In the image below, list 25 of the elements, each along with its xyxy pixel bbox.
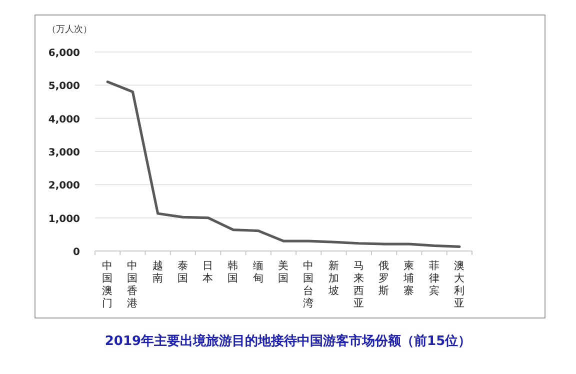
y-tick-label: 4,000: [48, 114, 80, 126]
x-tick-label: 日本: [202, 260, 214, 284]
y-tick-label: 5,000: [48, 81, 80, 92]
y-axis-title: （万人次）: [47, 24, 92, 35]
x-tick-label: 缅甸: [252, 260, 264, 284]
x-tick-label: 新加坡: [327, 259, 340, 297]
x-tick-label: 柬埔寨: [402, 259, 415, 297]
x-tick-label: 中国澳门: [102, 259, 114, 310]
x-tick-label: 澳大利亚: [454, 260, 465, 310]
x-tick-label: 韩国: [228, 259, 239, 284]
y-tick-label: 6,000: [48, 48, 80, 59]
text: 2019年主要出境旅游目的地接待中国游客市场份额（前15位）: [104, 333, 472, 349]
x-tick-label: 越南: [152, 259, 164, 284]
y-tick-label: 3,000: [48, 148, 80, 158]
line-series: [106, 80, 461, 248]
x-tick-label: 菲律宾: [428, 259, 440, 297]
y-tick-label: 2,000: [48, 180, 80, 192]
x-tick-label: 俄罗斯: [378, 260, 390, 297]
y-tick-label: 0: [73, 247, 80, 258]
x-tick-label: 中国香港: [127, 259, 138, 310]
x-tick-label: 马来西亚: [353, 260, 364, 310]
x-tick-label: 中国台湾: [303, 259, 314, 310]
x-tick-label: 泰国: [177, 260, 188, 284]
y-tick-label: 1,000: [48, 214, 80, 225]
x-tick-label: 美国: [278, 259, 289, 284]
